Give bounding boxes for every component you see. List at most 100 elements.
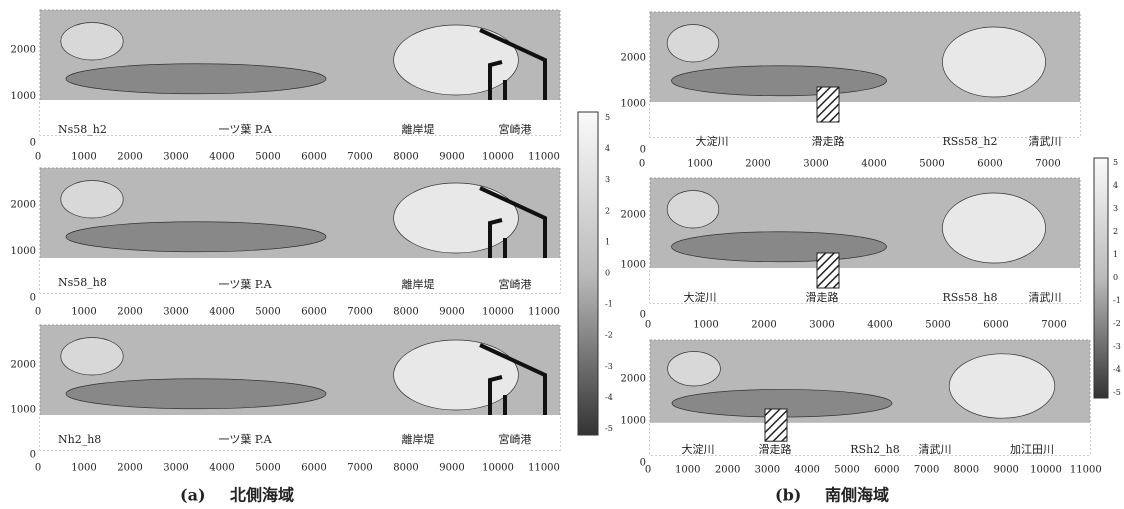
place-label: RSs58_h8 (942, 291, 997, 304)
x-tick-label: 1000 (71, 307, 96, 318)
y-tick-label: 2000 (11, 200, 36, 211)
x-tick-label: 2000 (751, 320, 776, 331)
place-label: 離岸堤 (402, 122, 435, 136)
contour-region (66, 222, 326, 252)
x-tick-label: 4000 (209, 307, 234, 318)
place-label: RSh2_h8 (850, 443, 899, 456)
contour-region (394, 340, 519, 410)
place-label: 一ツ葉 P.A (218, 122, 272, 136)
x-tick-label: 9000 (439, 463, 464, 474)
x-tick-label: 0 (639, 159, 645, 170)
x-tick-label: 0 (645, 320, 651, 331)
x-tick-label: 7000 (914, 465, 939, 476)
contour-plot (40, 10, 560, 135)
colorbar-label: -5 (605, 424, 613, 433)
place-label: 離岸堤 (402, 432, 435, 446)
contour-region (66, 64, 326, 94)
x-tick-label: 5000 (255, 463, 280, 474)
contour-region (942, 193, 1045, 263)
y-tick-label: 1000 (621, 260, 646, 271)
x-tick-label: 0 (35, 307, 41, 318)
colorbar-label: -2 (605, 331, 613, 340)
x-tick-label: 3000 (163, 307, 188, 318)
place-label: Ns58_h8 (58, 276, 107, 289)
x-tick-label: 3000 (755, 465, 780, 476)
x-tick-label: 9000 (439, 152, 464, 163)
colorbar-label: 2 (605, 206, 610, 215)
x-tick-label: 11000 (528, 463, 560, 474)
colorbar-label: -4 (1113, 365, 1121, 374)
colorbar-label: 1 (605, 237, 610, 246)
x-tick-label: 8000 (954, 465, 979, 476)
colorbar-label: 0 (605, 269, 610, 278)
contour-plot (40, 325, 560, 450)
x-tick-label: 10000 (482, 152, 514, 163)
contour-plot (650, 12, 1080, 137)
x-tick-label: 6000 (301, 307, 326, 318)
place-label: 清武川 (1029, 291, 1062, 304)
place-label: 宮崎港 (499, 432, 532, 446)
caption-label: (b) (775, 486, 801, 505)
x-tick-label: 2000 (745, 159, 770, 170)
contour-region (667, 25, 719, 63)
x-tick-label: 7000 (347, 152, 372, 163)
place-label: 清武川 (1029, 135, 1062, 148)
y-tick-label: 1000 (11, 91, 36, 102)
contour-plot (40, 168, 560, 293)
colorbar-label: 3 (1113, 204, 1118, 213)
x-tick-label: 0 (35, 463, 41, 474)
place-label: Ns58_h2 (58, 123, 107, 136)
y-tick-label: 2000 (621, 374, 646, 385)
x-tick-label: 4000 (861, 159, 886, 170)
runway (817, 253, 839, 288)
x-tick-label: 11000 (1070, 465, 1102, 476)
x-tick-label: 3000 (163, 463, 188, 474)
colorbar-label: 4 (1113, 181, 1118, 190)
x-tick-label: 2000 (117, 307, 142, 318)
x-tick-label: 3000 (803, 159, 828, 170)
figure: (a) 北側海域 (b) 南側海域 0100020003000400050006… (0, 0, 1124, 509)
contour-plot (650, 340, 1090, 455)
y-tick-label: 2000 (621, 210, 646, 221)
x-tick-label: 1000 (687, 159, 712, 170)
colorbar-label: 5 (1113, 158, 1118, 167)
y-tick-label: 0 (640, 458, 646, 469)
place-label: Nh2_h8 (58, 433, 101, 446)
contour-region (667, 191, 719, 229)
caption-label: (a) (180, 486, 206, 505)
x-tick-label: 5000 (834, 465, 859, 476)
x-tick-label: 10000 (1030, 465, 1062, 476)
coast-strip (40, 258, 560, 293)
colorbar-label: -1 (605, 300, 613, 309)
contour-region (394, 183, 519, 253)
place-label: 大淀川 (684, 290, 717, 304)
place-label: 滑走路 (806, 291, 839, 304)
place-label: 大淀川 (682, 442, 715, 456)
y-tick-label: 0 (30, 138, 36, 149)
x-tick-label: 2000 (715, 465, 740, 476)
contour-region (61, 23, 123, 61)
contour-region (942, 27, 1045, 97)
contour-region (672, 232, 887, 262)
contour-region (672, 66, 887, 96)
place-label: 滑走路 (759, 443, 792, 456)
contour-region (394, 25, 519, 95)
colorbar-label: -5 (1113, 388, 1121, 397)
y-tick-label: 1000 (11, 246, 36, 257)
x-tick-label: 0 (35, 152, 41, 163)
coast-strip (40, 100, 560, 135)
caption: 南側海域 (825, 486, 889, 505)
runway (817, 87, 839, 122)
y-tick-label: 2000 (11, 360, 36, 371)
colorbar-label: -3 (605, 362, 613, 371)
x-tick-label: 7000 (1041, 320, 1066, 331)
x-tick-label: 1000 (693, 320, 718, 331)
contour-region (66, 379, 326, 409)
colorbar-label: 0 (1113, 273, 1118, 282)
place-label: 加江田川 (1010, 443, 1054, 456)
x-tick-label: 4000 (794, 465, 819, 476)
y-tick-label: 2000 (11, 45, 36, 56)
coast-strip (650, 102, 1080, 137)
y-tick-label: 0 (640, 145, 646, 156)
place-label: 宮崎港 (499, 277, 532, 291)
